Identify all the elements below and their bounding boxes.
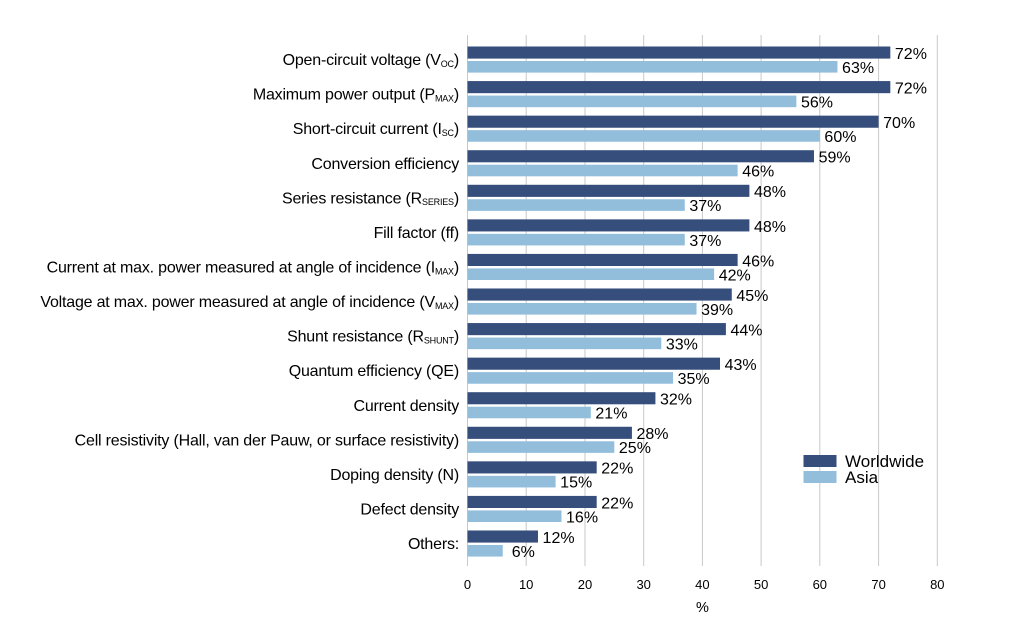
svg-text:56%: 56%	[801, 94, 833, 111]
svg-text:72%: 72%	[895, 46, 927, 63]
svg-text:Current density: Current density	[354, 398, 460, 415]
svg-text:63%: 63%	[842, 60, 874, 77]
svg-text:35%: 35%	[678, 371, 710, 388]
svg-text:42%: 42%	[719, 267, 751, 284]
svg-text:Quantum efficiency (QE): Quantum efficiency (QE)	[289, 363, 459, 380]
svg-text:70%: 70%	[883, 115, 915, 132]
svg-text:32%: 32%	[660, 392, 692, 409]
svg-text:12%: 12%	[543, 530, 575, 547]
svg-text:Fill factor (ff): Fill factor (ff)	[374, 225, 459, 242]
svg-text:Voltage at max. power measured: Voltage at max. power measured at angle …	[40, 294, 459, 311]
svg-text:39%: 39%	[701, 302, 733, 319]
svg-text:28%: 28%	[637, 426, 669, 443]
svg-text:37%: 37%	[689, 198, 721, 215]
svg-text:60%: 60%	[824, 129, 856, 146]
svg-text:48%: 48%	[754, 219, 786, 236]
svg-text:22%: 22%	[601, 495, 633, 512]
svg-text:%: %	[696, 600, 709, 616]
svg-text:16%: 16%	[566, 509, 598, 526]
svg-text:Doping density (N): Doping density (N)	[330, 467, 459, 484]
svg-text:Others:: Others:	[408, 536, 459, 553]
svg-text:46%: 46%	[742, 253, 774, 270]
svg-text:6%: 6%	[512, 544, 535, 561]
svg-text:45%: 45%	[736, 288, 768, 305]
svg-text:Conversion efficiency: Conversion efficiency	[311, 156, 459, 173]
svg-text:70: 70	[871, 577, 885, 592]
svg-text:80: 80	[930, 577, 944, 592]
svg-text:25%: 25%	[619, 440, 651, 457]
svg-text:20: 20	[578, 577, 592, 592]
svg-text:44%: 44%	[730, 322, 762, 339]
svg-text:Maximum power output (PMAX): Maximum power output (PMAX)	[253, 87, 459, 104]
svg-text:59%: 59%	[819, 150, 851, 167]
svg-text:46%: 46%	[742, 164, 774, 181]
svg-text:37%: 37%	[689, 233, 721, 250]
svg-text:33%: 33%	[666, 336, 698, 353]
svg-text:Short-circuit current (ISC): Short-circuit current (ISC)	[293, 121, 459, 138]
svg-text:72%: 72%	[895, 80, 927, 97]
svg-text:43%: 43%	[725, 357, 757, 374]
svg-text:48%: 48%	[754, 184, 786, 201]
svg-text:50: 50	[754, 577, 768, 592]
svg-text:21%: 21%	[595, 406, 627, 423]
svg-text:Current at max. power measured: Current at max. power measured at angle …	[47, 260, 459, 277]
svg-text:Open-circuit voltage (VOC): Open-circuit voltage (VOC)	[283, 52, 459, 69]
svg-text:60: 60	[813, 577, 827, 592]
svg-text:Asia: Asia	[845, 468, 879, 487]
svg-text:Worldwide: Worldwide	[845, 452, 924, 471]
svg-text:Cell resistivity (Hall, van de: Cell resistivity (Hall, van der Pauw, or…	[75, 432, 459, 449]
svg-text:22%: 22%	[601, 461, 633, 478]
svg-text:30: 30	[636, 577, 650, 592]
svg-text:15%: 15%	[560, 475, 592, 492]
svg-text:Shunt resistance (RSHUNT): Shunt resistance (RSHUNT)	[287, 329, 459, 346]
svg-text:Series resistance (RSERIES): Series resistance (RSERIES)	[282, 190, 459, 207]
svg-text:Defect density: Defect density	[360, 502, 459, 519]
svg-text:0: 0	[464, 577, 471, 592]
svg-text:10: 10	[519, 577, 533, 592]
svg-text:40: 40	[695, 577, 709, 592]
